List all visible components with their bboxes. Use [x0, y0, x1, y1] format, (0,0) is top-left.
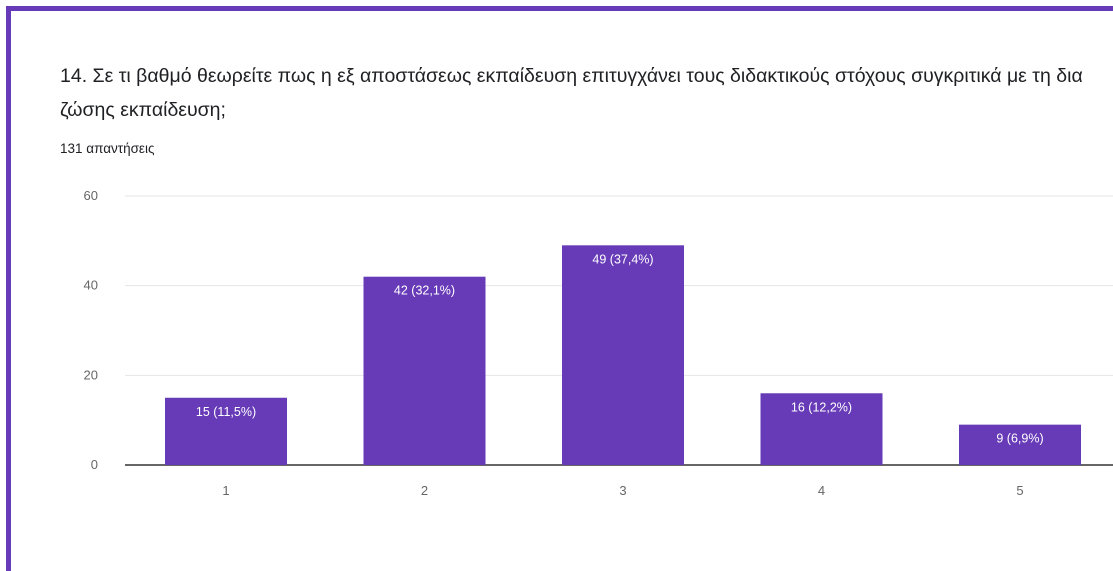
- bar: [363, 276, 486, 465]
- bar: [760, 393, 883, 465]
- y-tick-label: 20: [84, 367, 98, 382]
- x-tick-label: 3: [619, 483, 626, 498]
- x-tick-label: 1: [222, 483, 229, 498]
- bar: [562, 245, 684, 465]
- x-tick-label: 4: [818, 483, 825, 498]
- data-label: 16 (12,2%): [791, 400, 852, 414]
- data-label: 49 (37,4%): [592, 252, 653, 266]
- question-card: 14. Σε τι βαθμό θεωρείτε πως η εξ αποστά…: [6, 6, 1113, 571]
- data-label: 15 (11,5%): [196, 405, 256, 419]
- y-tick-label: 60: [84, 188, 98, 203]
- x-tick-label: 2: [421, 483, 428, 498]
- bar: [165, 397, 287, 465]
- data-label: 42 (32,1%): [394, 284, 455, 298]
- bar: [959, 424, 1081, 465]
- question-title: 14. Σε τι βαθμό θεωρείτε πως η εξ αποστά…: [60, 65, 1083, 121]
- y-tick-label: 0: [91, 457, 98, 472]
- data-label: 9 (6,9%): [996, 432, 1043, 446]
- y-tick-label: 40: [84, 278, 98, 293]
- x-tick-label: 5: [1016, 483, 1023, 498]
- response-count: 131 απαντήσεις: [60, 141, 155, 156]
